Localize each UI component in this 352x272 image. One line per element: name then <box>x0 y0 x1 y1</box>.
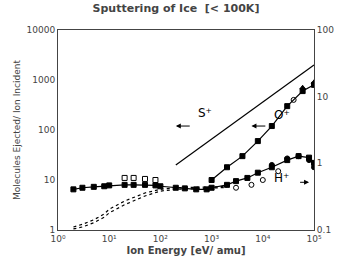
svg-text:10²: 10² <box>153 234 168 244</box>
svg-text:0.1: 0.1 <box>317 225 331 235</box>
svg-text:1000: 1000 <box>32 75 55 85</box>
svg-text:10000: 10000 <box>27 25 56 35</box>
svg-text:10: 10 <box>317 92 329 102</box>
svg-text:H⁺: H⁺ <box>274 171 289 185</box>
svg-text:S⁺: S⁺ <box>198 106 212 120</box>
svg-text:10⁵: 10⁵ <box>306 234 321 244</box>
svg-text:10: 10 <box>44 175 56 185</box>
svg-text:100: 100 <box>317 25 334 35</box>
svg-text:Molecules Ejected/ Ion Inciden: Molecules Ejected/ Ion Incident <box>12 60 22 200</box>
svg-text:10⁴: 10⁴ <box>255 234 270 244</box>
svg-text:Ion Energy [eV/ amu]: Ion Energy [eV/ amu] <box>126 245 245 256</box>
svg-text:10⁰: 10⁰ <box>50 234 65 244</box>
svg-text:100: 100 <box>38 125 55 135</box>
svg-text:Sputtering of Ice [< 100K]: Sputtering of Ice [< 100K] <box>93 2 260 15</box>
svg-text:O⁺: O⁺ <box>274 108 290 122</box>
svg-text:10¹: 10¹ <box>102 234 117 244</box>
svg-text:1: 1 <box>49 225 55 235</box>
svg-text:10³: 10³ <box>204 234 219 244</box>
svg-text:1: 1 <box>317 158 323 168</box>
